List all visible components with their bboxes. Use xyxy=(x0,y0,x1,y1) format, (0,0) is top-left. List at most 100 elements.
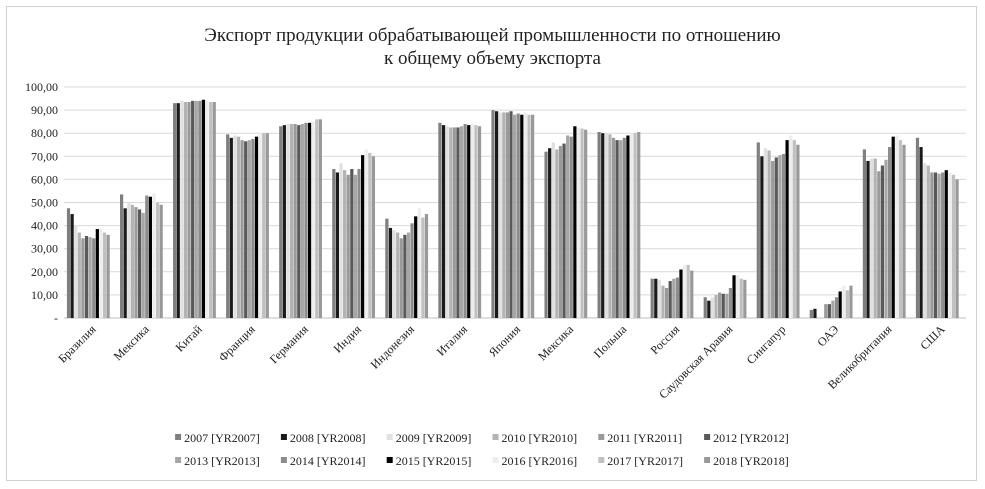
bar xyxy=(304,122,308,318)
bar xyxy=(332,169,336,318)
bar xyxy=(842,285,846,318)
legend-entry: 2017 [YR2017] xyxy=(607,454,683,468)
bar xyxy=(388,227,393,318)
bar xyxy=(456,127,460,319)
bar xyxy=(233,135,237,318)
bar xyxy=(123,208,127,318)
bar xyxy=(682,264,687,318)
bar xyxy=(622,137,626,318)
legend-swatch xyxy=(598,457,605,463)
bar xyxy=(573,126,577,319)
bar xyxy=(88,237,92,318)
bar xyxy=(732,275,736,318)
bar xyxy=(718,292,722,318)
bar xyxy=(862,149,867,318)
legend-entry: 2011 [YR2011] xyxy=(607,431,682,445)
legend-swatch xyxy=(386,457,393,463)
legend-entry: 2015 [YR2015] xyxy=(396,454,472,468)
bar xyxy=(371,156,376,318)
bar xyxy=(763,148,768,318)
bar xyxy=(831,300,835,318)
bar xyxy=(191,100,195,318)
bar xyxy=(198,100,202,318)
bar xyxy=(686,264,690,318)
bar xyxy=(106,234,110,318)
bar xyxy=(789,135,793,318)
bar xyxy=(664,287,669,318)
bar xyxy=(159,204,163,318)
bar xyxy=(176,103,180,318)
x-category-label: Сингапур xyxy=(744,322,789,367)
bar xyxy=(849,285,853,318)
bar xyxy=(286,123,290,319)
bar xyxy=(919,147,923,318)
bar xyxy=(873,158,877,318)
bar xyxy=(725,293,729,318)
bar xyxy=(474,125,478,319)
bar xyxy=(364,149,368,318)
bar xyxy=(555,149,559,318)
bar xyxy=(933,172,938,318)
bar xyxy=(459,126,464,319)
bar xyxy=(99,227,103,318)
bar xyxy=(194,100,198,318)
bar xyxy=(417,208,421,318)
bar xyxy=(209,102,213,318)
bar xyxy=(930,172,934,318)
bar xyxy=(421,217,425,318)
bar xyxy=(884,159,888,318)
legend-entry: 2012 [YR2012] xyxy=(713,431,789,445)
bar xyxy=(130,204,134,318)
y-tick-label: 100,00 xyxy=(25,80,58,94)
x-axis-categories: Бразилия Мексика Китай Франция Германия Индия… xyxy=(55,322,948,402)
bar xyxy=(710,297,715,318)
x-category-label: ОАЭ xyxy=(814,322,841,349)
bar xyxy=(767,150,771,318)
bar xyxy=(346,174,350,318)
bar xyxy=(152,193,156,318)
bar xyxy=(891,136,895,318)
bar xyxy=(66,208,71,318)
bar xyxy=(792,140,796,318)
bar xyxy=(251,138,255,318)
x-category-label: США xyxy=(917,322,947,352)
y-tick-label: 70,00 xyxy=(31,149,58,163)
bar xyxy=(838,291,842,318)
bar xyxy=(760,156,764,318)
bar xyxy=(898,140,903,318)
bar xyxy=(756,142,760,318)
x-category-label: Германия xyxy=(267,322,311,366)
y-tick-label: 50,00 xyxy=(31,196,58,210)
bar xyxy=(926,165,930,318)
bar xyxy=(396,232,400,318)
bar xyxy=(155,202,160,318)
bar xyxy=(523,112,527,318)
y-tick-label: 10,00 xyxy=(31,288,58,302)
bar xyxy=(880,165,885,318)
bar xyxy=(895,135,899,318)
bar xyxy=(438,122,442,318)
bar xyxy=(229,137,233,318)
bar xyxy=(637,132,641,318)
bar xyxy=(357,169,361,318)
bar xyxy=(265,133,269,318)
bar xyxy=(951,174,956,318)
bar xyxy=(611,137,616,318)
bar xyxy=(119,194,124,318)
bar xyxy=(626,135,630,318)
chart-frame: Экспорт продукции обрабатывающей промышл… xyxy=(6,6,977,481)
legend-entry: 2014 [YR2014] xyxy=(290,454,366,468)
bar xyxy=(92,238,96,318)
bar xyxy=(498,112,502,318)
bar xyxy=(509,111,513,318)
bar xyxy=(244,141,248,318)
bar xyxy=(350,169,354,318)
y-tick-label: 90,00 xyxy=(31,103,58,117)
bar xyxy=(311,121,315,319)
bar xyxy=(785,140,789,318)
legend-entry: 2016 [YR2016] xyxy=(502,454,578,468)
bar xyxy=(449,127,453,319)
bar xyxy=(297,125,301,319)
legend-swatch xyxy=(704,434,711,440)
bar xyxy=(495,111,499,318)
